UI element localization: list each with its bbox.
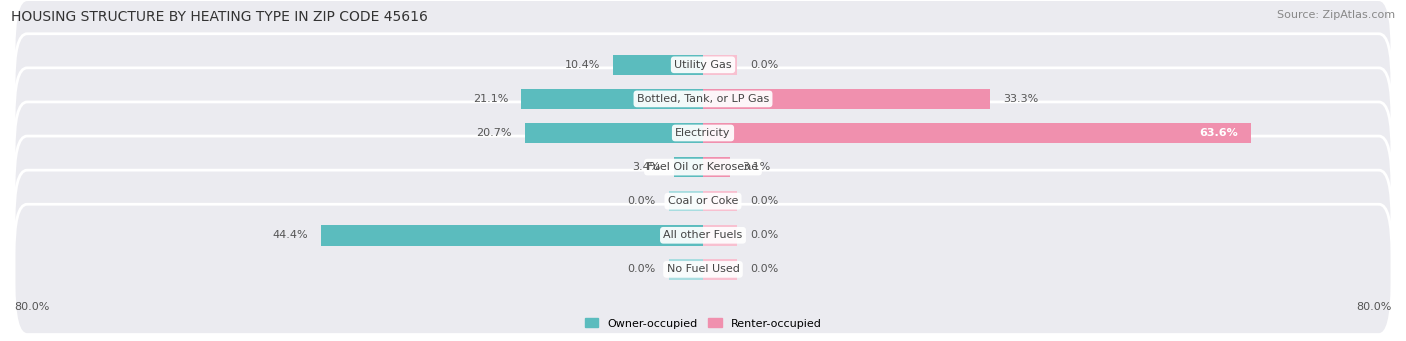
Text: 3.1%: 3.1% xyxy=(742,162,770,172)
Text: HOUSING STRUCTURE BY HEATING TYPE IN ZIP CODE 45616: HOUSING STRUCTURE BY HEATING TYPE IN ZIP… xyxy=(11,10,427,24)
Text: Fuel Oil or Kerosene: Fuel Oil or Kerosene xyxy=(647,162,759,172)
Text: 33.3%: 33.3% xyxy=(1002,94,1038,104)
FancyBboxPatch shape xyxy=(14,204,1392,335)
Text: 3.4%: 3.4% xyxy=(633,162,661,172)
Text: 0.0%: 0.0% xyxy=(751,60,779,70)
FancyBboxPatch shape xyxy=(14,170,1392,300)
Text: All other Fuels: All other Fuels xyxy=(664,230,742,240)
Text: 21.1%: 21.1% xyxy=(472,94,509,104)
FancyBboxPatch shape xyxy=(14,34,1392,164)
Bar xyxy=(703,157,730,177)
Text: 0.0%: 0.0% xyxy=(751,196,779,206)
Text: 0.0%: 0.0% xyxy=(627,196,655,206)
Legend: Owner-occupied, Renter-occupied: Owner-occupied, Renter-occupied xyxy=(581,314,825,333)
Bar xyxy=(703,55,738,75)
Bar xyxy=(673,157,703,177)
FancyBboxPatch shape xyxy=(14,136,1392,266)
Text: Source: ZipAtlas.com: Source: ZipAtlas.com xyxy=(1277,10,1395,20)
Text: Bottled, Tank, or LP Gas: Bottled, Tank, or LP Gas xyxy=(637,94,769,104)
Text: 80.0%: 80.0% xyxy=(14,302,49,312)
Text: Electricity: Electricity xyxy=(675,128,731,138)
Bar xyxy=(703,123,1251,143)
Text: 80.0%: 80.0% xyxy=(1357,302,1392,312)
Bar xyxy=(613,55,703,75)
Text: Utility Gas: Utility Gas xyxy=(675,60,731,70)
Bar xyxy=(703,259,738,280)
FancyBboxPatch shape xyxy=(14,68,1392,198)
Text: 20.7%: 20.7% xyxy=(477,128,512,138)
Text: No Fuel Used: No Fuel Used xyxy=(666,264,740,275)
Text: 0.0%: 0.0% xyxy=(627,264,655,275)
Bar xyxy=(669,191,703,211)
Text: 44.4%: 44.4% xyxy=(273,230,308,240)
Text: 0.0%: 0.0% xyxy=(751,230,779,240)
Bar xyxy=(703,89,990,109)
Text: 63.6%: 63.6% xyxy=(1199,128,1237,138)
Bar xyxy=(522,89,703,109)
Bar xyxy=(524,123,703,143)
FancyBboxPatch shape xyxy=(14,102,1392,232)
Bar xyxy=(321,225,703,246)
Text: Coal or Coke: Coal or Coke xyxy=(668,196,738,206)
Bar xyxy=(703,191,738,211)
Text: 10.4%: 10.4% xyxy=(565,60,600,70)
Bar xyxy=(669,259,703,280)
Bar xyxy=(703,225,738,246)
Text: 0.0%: 0.0% xyxy=(751,264,779,275)
FancyBboxPatch shape xyxy=(14,0,1392,130)
